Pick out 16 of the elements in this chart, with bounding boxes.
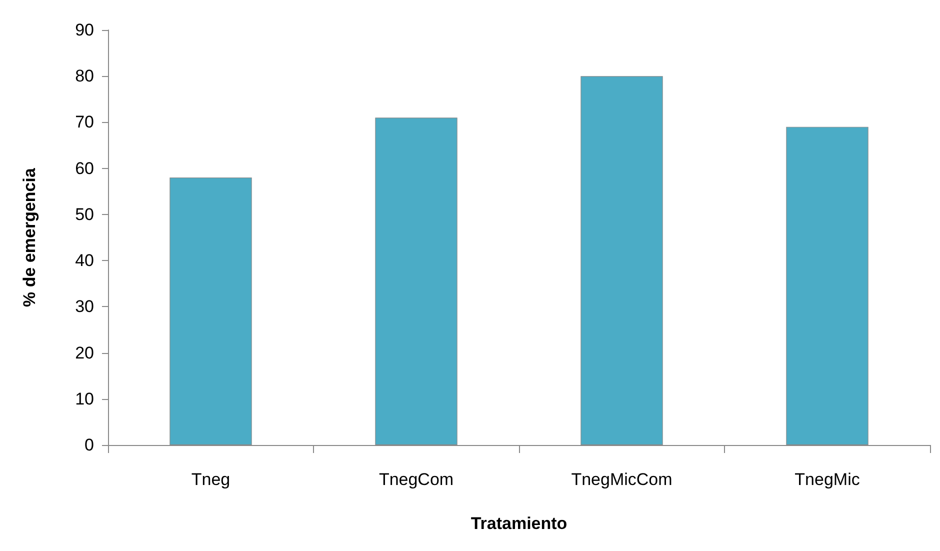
- x-tick-label: Tneg: [191, 470, 230, 489]
- y-tick-label: 90: [75, 20, 94, 40]
- y-tick-label: 30: [75, 297, 94, 316]
- x-tick-label: TnegMic: [794, 470, 860, 489]
- x-tick-label: TnegMicCom: [571, 470, 672, 489]
- y-tick-label: 70: [75, 112, 94, 132]
- y-tick-label: 40: [75, 251, 94, 270]
- x-tick-label: TnegCom: [378, 470, 454, 489]
- y-tick-label: 0: [84, 436, 94, 454]
- y-axis-title: % de emergencia: [20, 168, 39, 307]
- y-tick-label: 10: [75, 389, 94, 408]
- y-tick-label: 60: [75, 158, 94, 178]
- y-tick-label: 20: [75, 343, 94, 362]
- x-axis-title: Tratamiento: [470, 514, 568, 533]
- y-tick-label: 80: [75, 66, 94, 86]
- y-tick-label: 50: [75, 204, 94, 224]
